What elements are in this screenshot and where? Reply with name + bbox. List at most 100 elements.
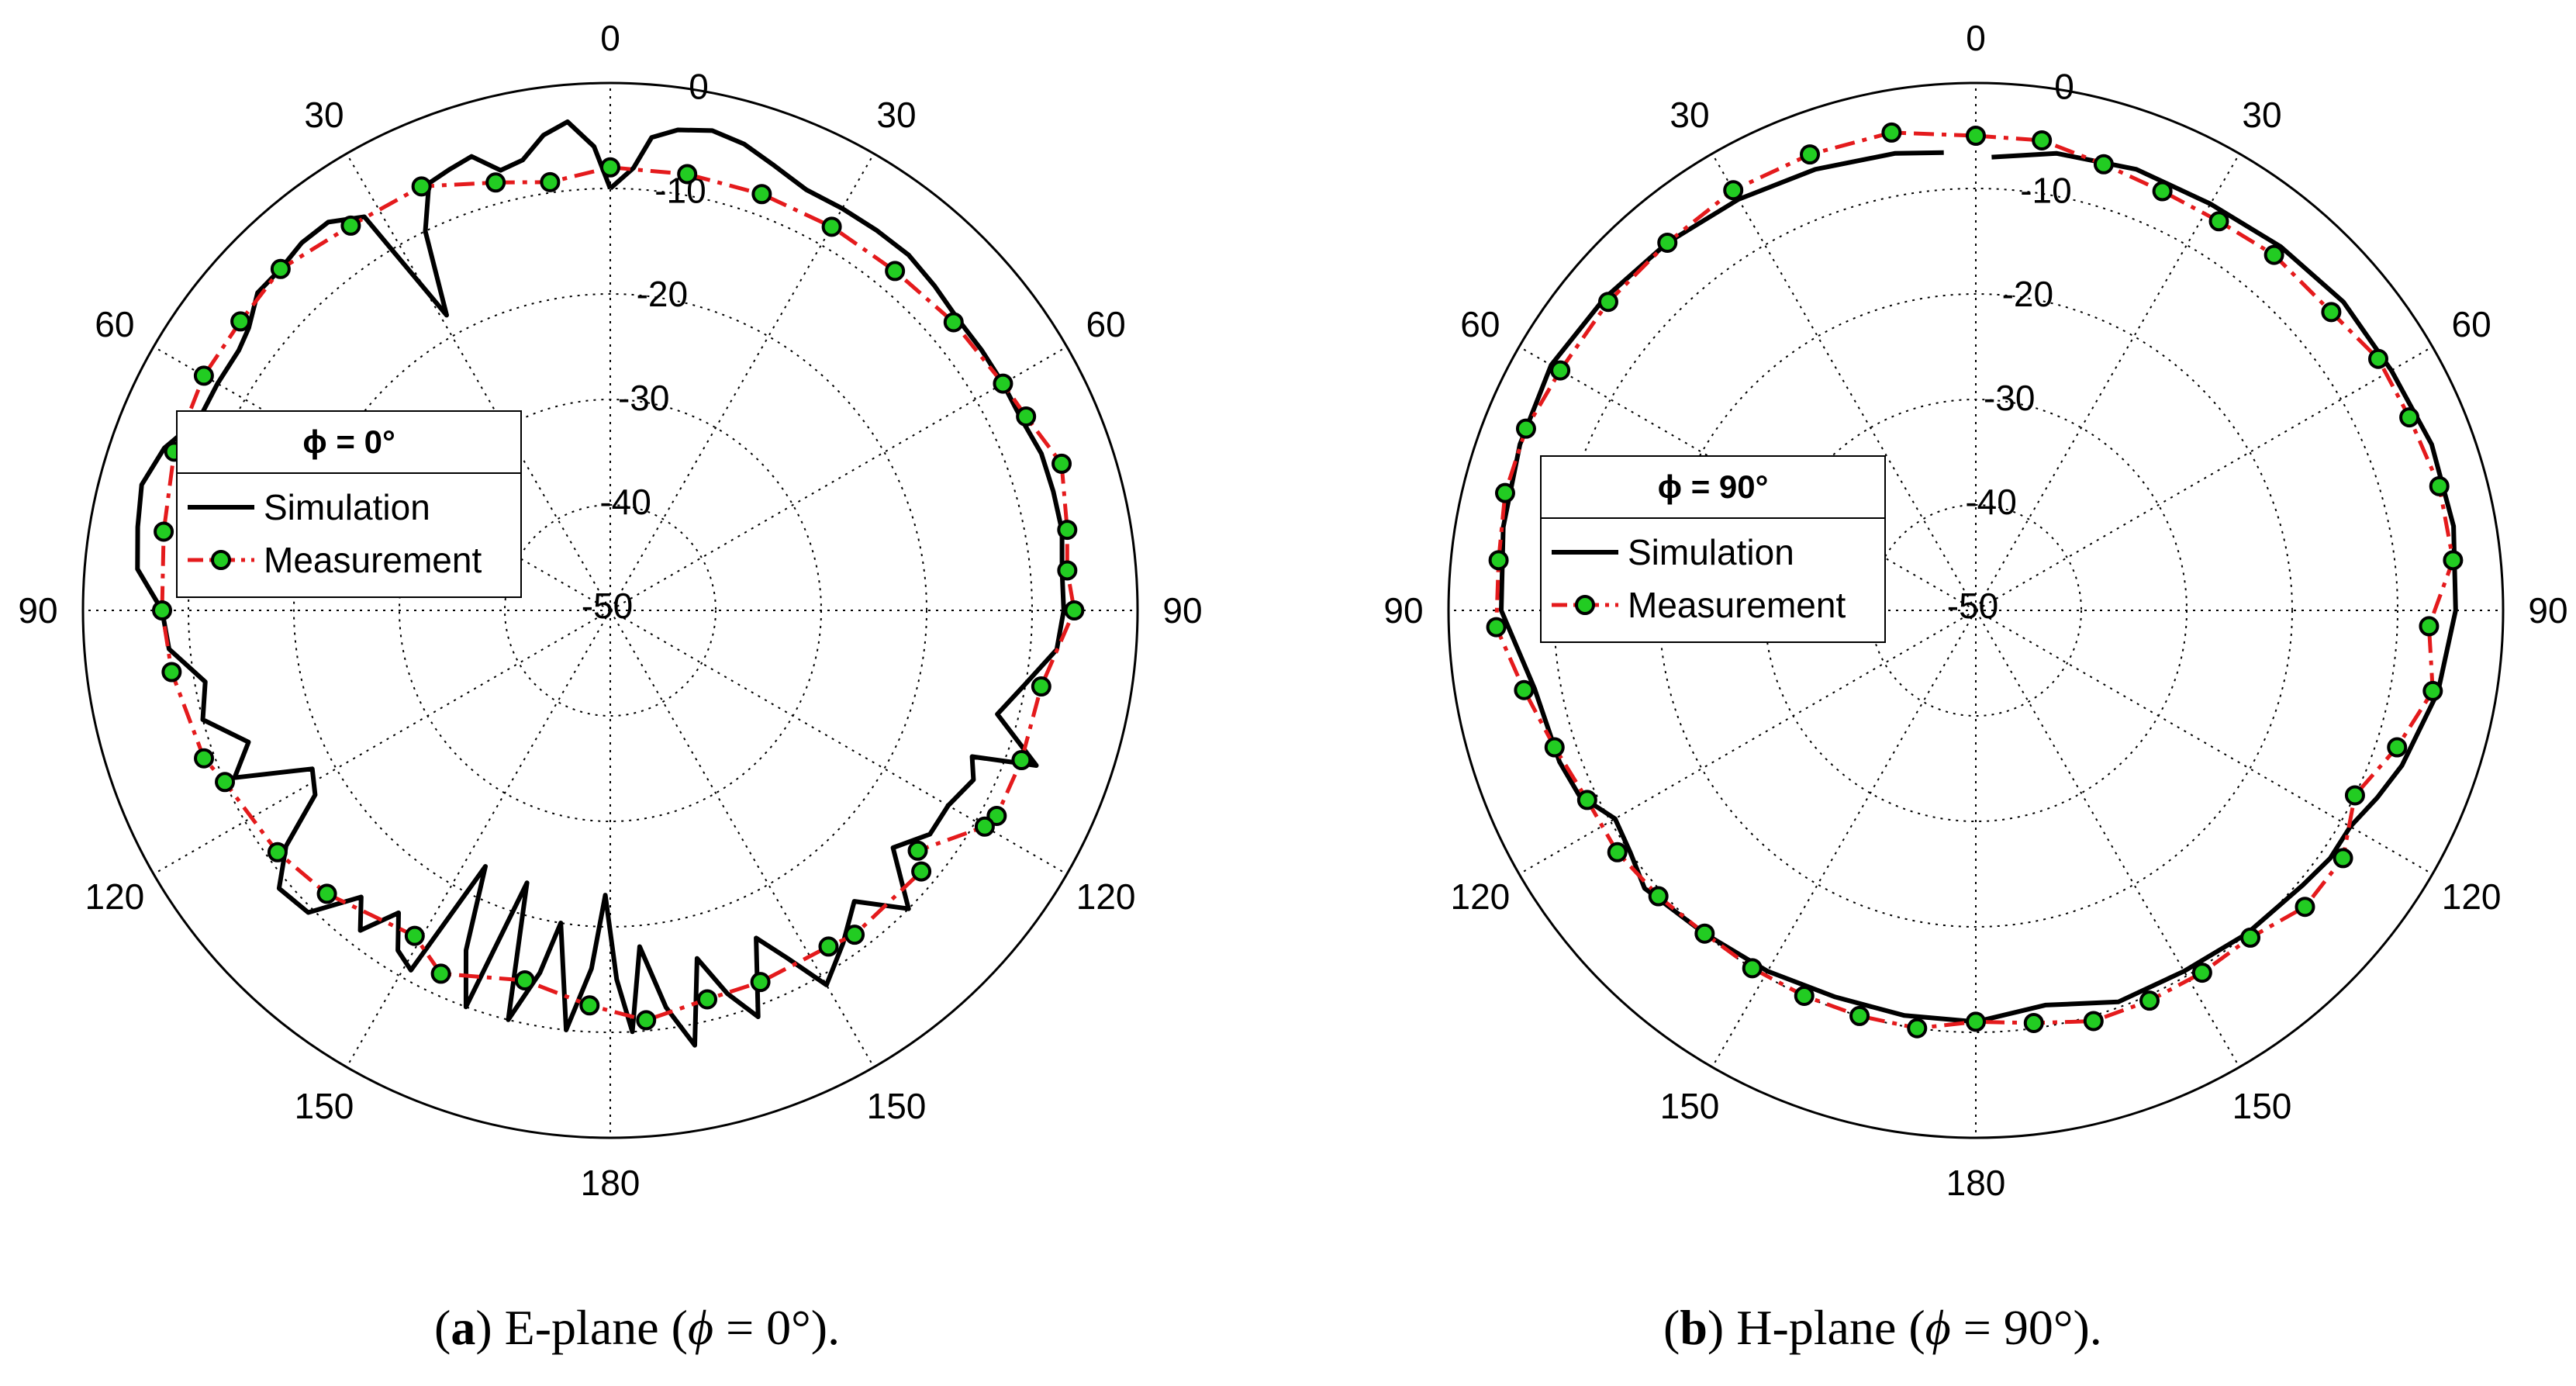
measurement-point <box>340 215 361 236</box>
caption-a-open: ( <box>658 1300 688 1355</box>
grid-spoke <box>609 610 875 1068</box>
measurement-point <box>2023 1012 2044 1033</box>
measurement-point <box>2443 550 2464 571</box>
measurement-point <box>1966 1011 1986 1032</box>
measurement-point <box>2344 785 2365 806</box>
polar-outer-circle <box>1447 81 2505 1139</box>
caption-b-value: 90° <box>2003 1300 2074 1355</box>
measurement-point <box>2399 407 2420 428</box>
polar-outer-circle <box>81 81 1139 1139</box>
measurement-point <box>2295 897 2315 918</box>
grid-circle <box>504 504 717 717</box>
measurement-point <box>215 772 236 793</box>
measurement-point <box>2152 181 2173 202</box>
measurement-point <box>2191 963 2212 983</box>
measurement-point <box>1488 550 1509 571</box>
grid-circle <box>1870 504 2082 717</box>
measurement-point <box>1607 842 1628 862</box>
legend-box <box>1540 455 1886 643</box>
legend: ϕ = 0° Simulation Measurement <box>176 410 522 598</box>
measurement-point <box>821 216 842 237</box>
angle-tick-label: 150 <box>867 1086 927 1126</box>
measurement-point <box>430 963 451 984</box>
legend-measurement-label: Measurement <box>264 540 482 580</box>
radial-tick-label: -10 <box>2020 170 2071 210</box>
grid-spoke <box>609 346 1068 611</box>
grid-spoke <box>1518 610 1977 875</box>
measurement-point <box>907 840 928 861</box>
measurement-point <box>2368 348 2389 369</box>
legend-title: ϕ = 0° <box>302 423 395 460</box>
measurement-point <box>911 861 932 882</box>
measurement-point <box>1031 676 1051 697</box>
grid-spoke <box>1711 610 1977 1068</box>
radial-tick-label: 0 <box>2054 66 2074 106</box>
measurement-point <box>2387 737 2408 758</box>
measurement-point <box>540 171 561 192</box>
measurement-point <box>1514 679 1535 700</box>
measurement-point <box>1486 617 1507 638</box>
caption-a-tag: a <box>451 1300 476 1355</box>
measurement-point <box>411 176 432 197</box>
caption-b: (b) H-plane (ϕ = 90°). <box>1663 1300 2102 1355</box>
angle-tick-label: 150 <box>1660 1086 1720 1126</box>
measurement-point <box>1515 418 1536 439</box>
radial-tick-label: -40 <box>599 482 651 522</box>
angle-tick-label: 150 <box>2232 1086 2292 1126</box>
angle-tick-label: 120 <box>1076 876 1136 917</box>
measurement-point <box>1576 790 1597 811</box>
measurement-point <box>270 258 291 279</box>
measurement-point <box>844 925 865 945</box>
legend-simulation-label: Simulation <box>264 487 430 527</box>
measurement-point <box>2429 475 2450 496</box>
polar-chart-e-plane: 03060901201501801501209060300-10-20-30-4… <box>18 18 1202 1203</box>
polar-chart-h-plane: 0 30 60 90 120 150 180 150 120 90 60 30 0 -10 -20 -30 -4… <box>1383 18 2567 1203</box>
angle-tick-label: 30 <box>876 95 916 135</box>
caption-b-plane: H-plane <box>1736 1300 1897 1355</box>
legend-measurement-label: Measurement <box>1628 585 1846 625</box>
grid-spoke <box>346 610 611 1068</box>
caption-a-equals: = <box>713 1300 767 1355</box>
radial-tick-label: -30 <box>1984 378 2035 418</box>
measurement-point <box>2240 927 2261 948</box>
grid-spoke <box>346 153 611 611</box>
angle-tick-label: 90 <box>1162 590 1202 631</box>
grid-spoke <box>1975 346 2433 611</box>
angle-tick-label: 120 <box>1450 876 1510 917</box>
grid-spoke <box>1975 610 2433 875</box>
measurement-point <box>2419 616 2440 637</box>
angle-tick-label: 30 <box>1670 95 1709 135</box>
measurement-point <box>514 970 535 991</box>
measurement-point <box>2422 680 2443 701</box>
angle-tick-label: 120 <box>85 876 144 917</box>
caption-a-plane: E-plane <box>504 1300 659 1355</box>
radial-tick-label: -50 <box>1947 586 1998 626</box>
grid-circle <box>1553 188 2398 1033</box>
measurement-point <box>993 373 1013 394</box>
measurement-point <box>193 365 214 386</box>
measurement-point <box>485 172 506 193</box>
angle-tick-label: 120 <box>2442 876 2502 917</box>
measurement-point <box>1064 600 1085 620</box>
radial-tick-label: -20 <box>2002 274 2053 314</box>
grid-spoke <box>153 610 611 875</box>
measurement-point <box>161 662 182 683</box>
caption-b-tag: b <box>1680 1300 1708 1355</box>
measurement-point <box>636 1010 657 1031</box>
measurement-point <box>1694 923 1715 944</box>
measurement-point <box>1742 958 1763 979</box>
measurement-point <box>2093 154 2114 175</box>
measurement-point <box>2083 1011 2104 1032</box>
caption-a: (a) E-plane (ϕ = 0°). <box>434 1300 841 1355</box>
measurement-point <box>697 989 718 1010</box>
angle-tick-label: 180 <box>581 1163 641 1203</box>
measurement-point <box>1057 520 1078 541</box>
measurement-point <box>1849 1005 1870 1026</box>
legend-title: ϕ = 90° <box>1658 468 1769 505</box>
measurement-point <box>2032 130 2053 150</box>
measurement-point <box>194 748 215 769</box>
angle-tick-label: 0 <box>1966 18 1986 58</box>
measurement-point <box>885 261 906 282</box>
legend-box <box>176 410 522 598</box>
grid-spoke <box>1711 153 1977 611</box>
